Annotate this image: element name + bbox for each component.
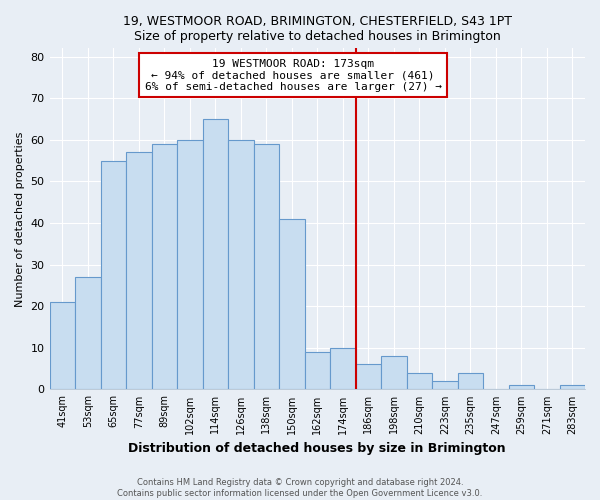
Bar — [126, 152, 152, 390]
Bar — [75, 277, 101, 390]
Bar — [101, 160, 126, 390]
Text: Contains HM Land Registry data © Crown copyright and database right 2024.
Contai: Contains HM Land Registry data © Crown c… — [118, 478, 482, 498]
Bar — [509, 386, 534, 390]
Bar — [432, 381, 458, 390]
Bar — [228, 140, 254, 390]
X-axis label: Distribution of detached houses by size in Brimington: Distribution of detached houses by size … — [128, 442, 506, 455]
Bar — [560, 386, 585, 390]
Bar — [177, 140, 203, 390]
Title: 19, WESTMOOR ROAD, BRIMINGTON, CHESTERFIELD, S43 1PT
Size of property relative t: 19, WESTMOOR ROAD, BRIMINGTON, CHESTERFI… — [123, 15, 512, 43]
Bar — [458, 373, 483, 390]
Bar — [305, 352, 330, 390]
Bar — [203, 119, 228, 390]
Bar — [330, 348, 356, 390]
Text: 19 WESTMOOR ROAD: 173sqm
← 94% of detached houses are smaller (461)
6% of semi-d: 19 WESTMOOR ROAD: 173sqm ← 94% of detach… — [145, 58, 442, 92]
Bar — [279, 219, 305, 390]
Bar — [152, 144, 177, 390]
Bar — [50, 302, 75, 390]
Bar — [407, 373, 432, 390]
Bar — [381, 356, 407, 390]
Bar — [356, 364, 381, 390]
Y-axis label: Number of detached properties: Number of detached properties — [15, 131, 25, 306]
Bar — [254, 144, 279, 390]
